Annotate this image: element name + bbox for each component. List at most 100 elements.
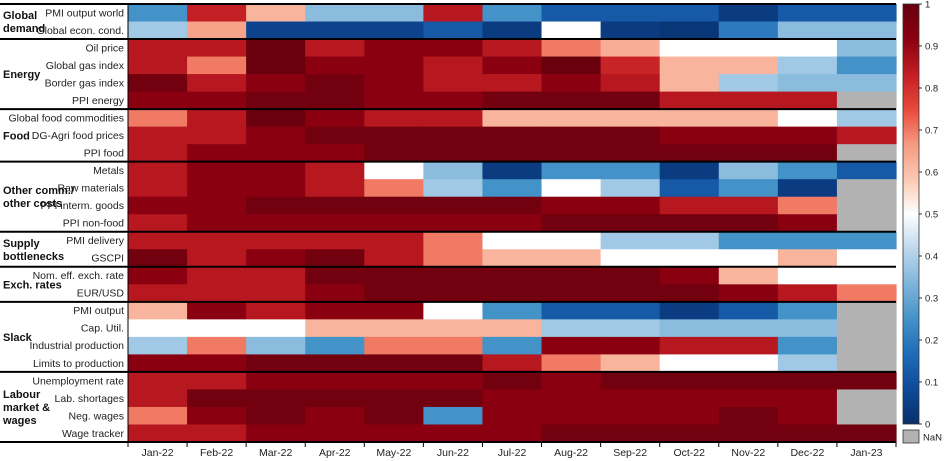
row-label: Nom. eff. exch. rate xyxy=(33,270,125,282)
heatmap-cell xyxy=(364,389,424,408)
heatmap-cell xyxy=(364,91,424,110)
heatmap-cell xyxy=(718,231,779,250)
heatmap-cell xyxy=(187,319,247,338)
heatmap-cell xyxy=(128,266,188,285)
heatmap-cell xyxy=(777,126,838,145)
row-label: Lab. shortages xyxy=(55,393,124,405)
heatmap-cell xyxy=(482,389,543,408)
heatmap-cell xyxy=(541,389,602,408)
heatmap-cell xyxy=(718,214,779,233)
heatmap-cell xyxy=(364,354,424,373)
heatmap-cell xyxy=(600,336,661,355)
heatmap-cell xyxy=(718,249,779,268)
heatmap-cell xyxy=(777,406,838,426)
heatmap-cell xyxy=(777,91,838,110)
heatmap-cell xyxy=(246,39,306,58)
heatmap-cell xyxy=(600,39,661,58)
heatmap-cell xyxy=(600,214,661,233)
heatmap-cell xyxy=(423,91,484,110)
heatmap-cell xyxy=(482,284,543,303)
heatmap-cell xyxy=(836,179,897,198)
heatmap-cell xyxy=(364,266,424,285)
heatmap-cell xyxy=(128,231,188,250)
heatmap-cell xyxy=(659,179,720,198)
heatmap-cell xyxy=(246,126,306,145)
heatmap-cell xyxy=(659,284,720,303)
heatmap-cell xyxy=(541,74,602,93)
heatmap-cell xyxy=(718,39,779,58)
heatmap-cell xyxy=(777,144,838,163)
heatmap-cell xyxy=(364,179,424,198)
heatmap-cell xyxy=(659,74,720,93)
heatmap-cell xyxy=(246,354,306,373)
heatmap-cell xyxy=(364,214,424,233)
heatmap-cell xyxy=(364,4,424,23)
heatmap-cell xyxy=(128,214,188,233)
heatmap-cell xyxy=(777,301,838,320)
heatmap-cell xyxy=(364,196,424,215)
heatmap-cell xyxy=(423,4,484,23)
heatmap-cell xyxy=(423,109,484,128)
heatmap-cell xyxy=(659,354,720,373)
row-label: Global food commodities xyxy=(8,112,124,124)
heatmap-cell xyxy=(718,4,779,23)
row-labels: PMI output world Global econ. cond. Oil pr… xyxy=(8,7,124,439)
heatmap-cell xyxy=(187,179,247,198)
heatmap-cell xyxy=(128,249,188,268)
heatmap-cell xyxy=(659,319,720,338)
heatmap-cell xyxy=(718,126,779,145)
heatmap-cell xyxy=(600,371,661,391)
group-label: Labour xyxy=(3,389,41,401)
x-axis-ticks: Jan-22 Feb-22 Mar-22 Apr-22 May-22 Jun-22 Jul-… xyxy=(127,4,897,459)
heatmap-cell xyxy=(718,371,779,391)
heatmap-cell xyxy=(836,4,897,23)
heatmap-cell xyxy=(836,389,897,408)
group-label: Other comm./ xyxy=(3,185,74,197)
heatmap-cell xyxy=(187,424,247,443)
heatmap-cell xyxy=(600,301,661,320)
heatmap-cell xyxy=(718,179,779,198)
heatmap-cell xyxy=(423,39,484,58)
heatmap-cell xyxy=(659,196,720,215)
heatmap-cell xyxy=(423,301,484,320)
heatmap-cell xyxy=(423,144,484,163)
colorbar-tick-label: 0.9 xyxy=(925,41,938,52)
heatmap-cell xyxy=(836,214,897,233)
x-tick-label: Oct-22 xyxy=(673,447,705,459)
row-label: Global econ. cond. xyxy=(36,25,124,37)
heatmap-cell xyxy=(836,231,897,250)
heatmap-cell xyxy=(305,249,365,268)
row-label: PMI output world xyxy=(45,7,124,19)
heatmap-cell xyxy=(659,56,720,75)
heatmap-cell xyxy=(364,231,424,250)
heatmap-cell xyxy=(423,196,484,215)
heatmap-cell xyxy=(246,319,306,338)
heatmap-cell xyxy=(187,21,247,40)
heatmap-cell xyxy=(423,21,484,40)
heatmap-cell xyxy=(246,424,306,443)
heatmap-cell xyxy=(541,231,602,250)
heatmap-cell xyxy=(777,389,838,408)
colorbar-gradient xyxy=(902,3,920,425)
heatmap-cell xyxy=(482,126,543,145)
heatmap-cell xyxy=(423,266,484,285)
heatmap-cell xyxy=(541,266,602,285)
heatmap-cell xyxy=(482,109,543,128)
heatmap-cell xyxy=(128,406,188,426)
heatmap-cell xyxy=(541,39,602,58)
heatmap-cell xyxy=(187,266,247,285)
heatmap-cell xyxy=(600,389,661,408)
heatmap-cell xyxy=(128,39,188,58)
x-tick-label: Aug-22 xyxy=(554,447,588,459)
heatmap-cell xyxy=(659,231,720,250)
heatmap-cell xyxy=(305,231,365,250)
heatmap-cell xyxy=(364,144,424,163)
heatmap-cell xyxy=(423,74,484,93)
heatmap-cell xyxy=(305,126,365,145)
row-label: PPI energy xyxy=(72,95,125,107)
heatmap-cell xyxy=(305,406,365,426)
heatmap-cell xyxy=(836,39,897,58)
heatmap-cell xyxy=(777,4,838,23)
heatmap-cell xyxy=(777,21,838,40)
heatmap-cell xyxy=(777,56,838,75)
